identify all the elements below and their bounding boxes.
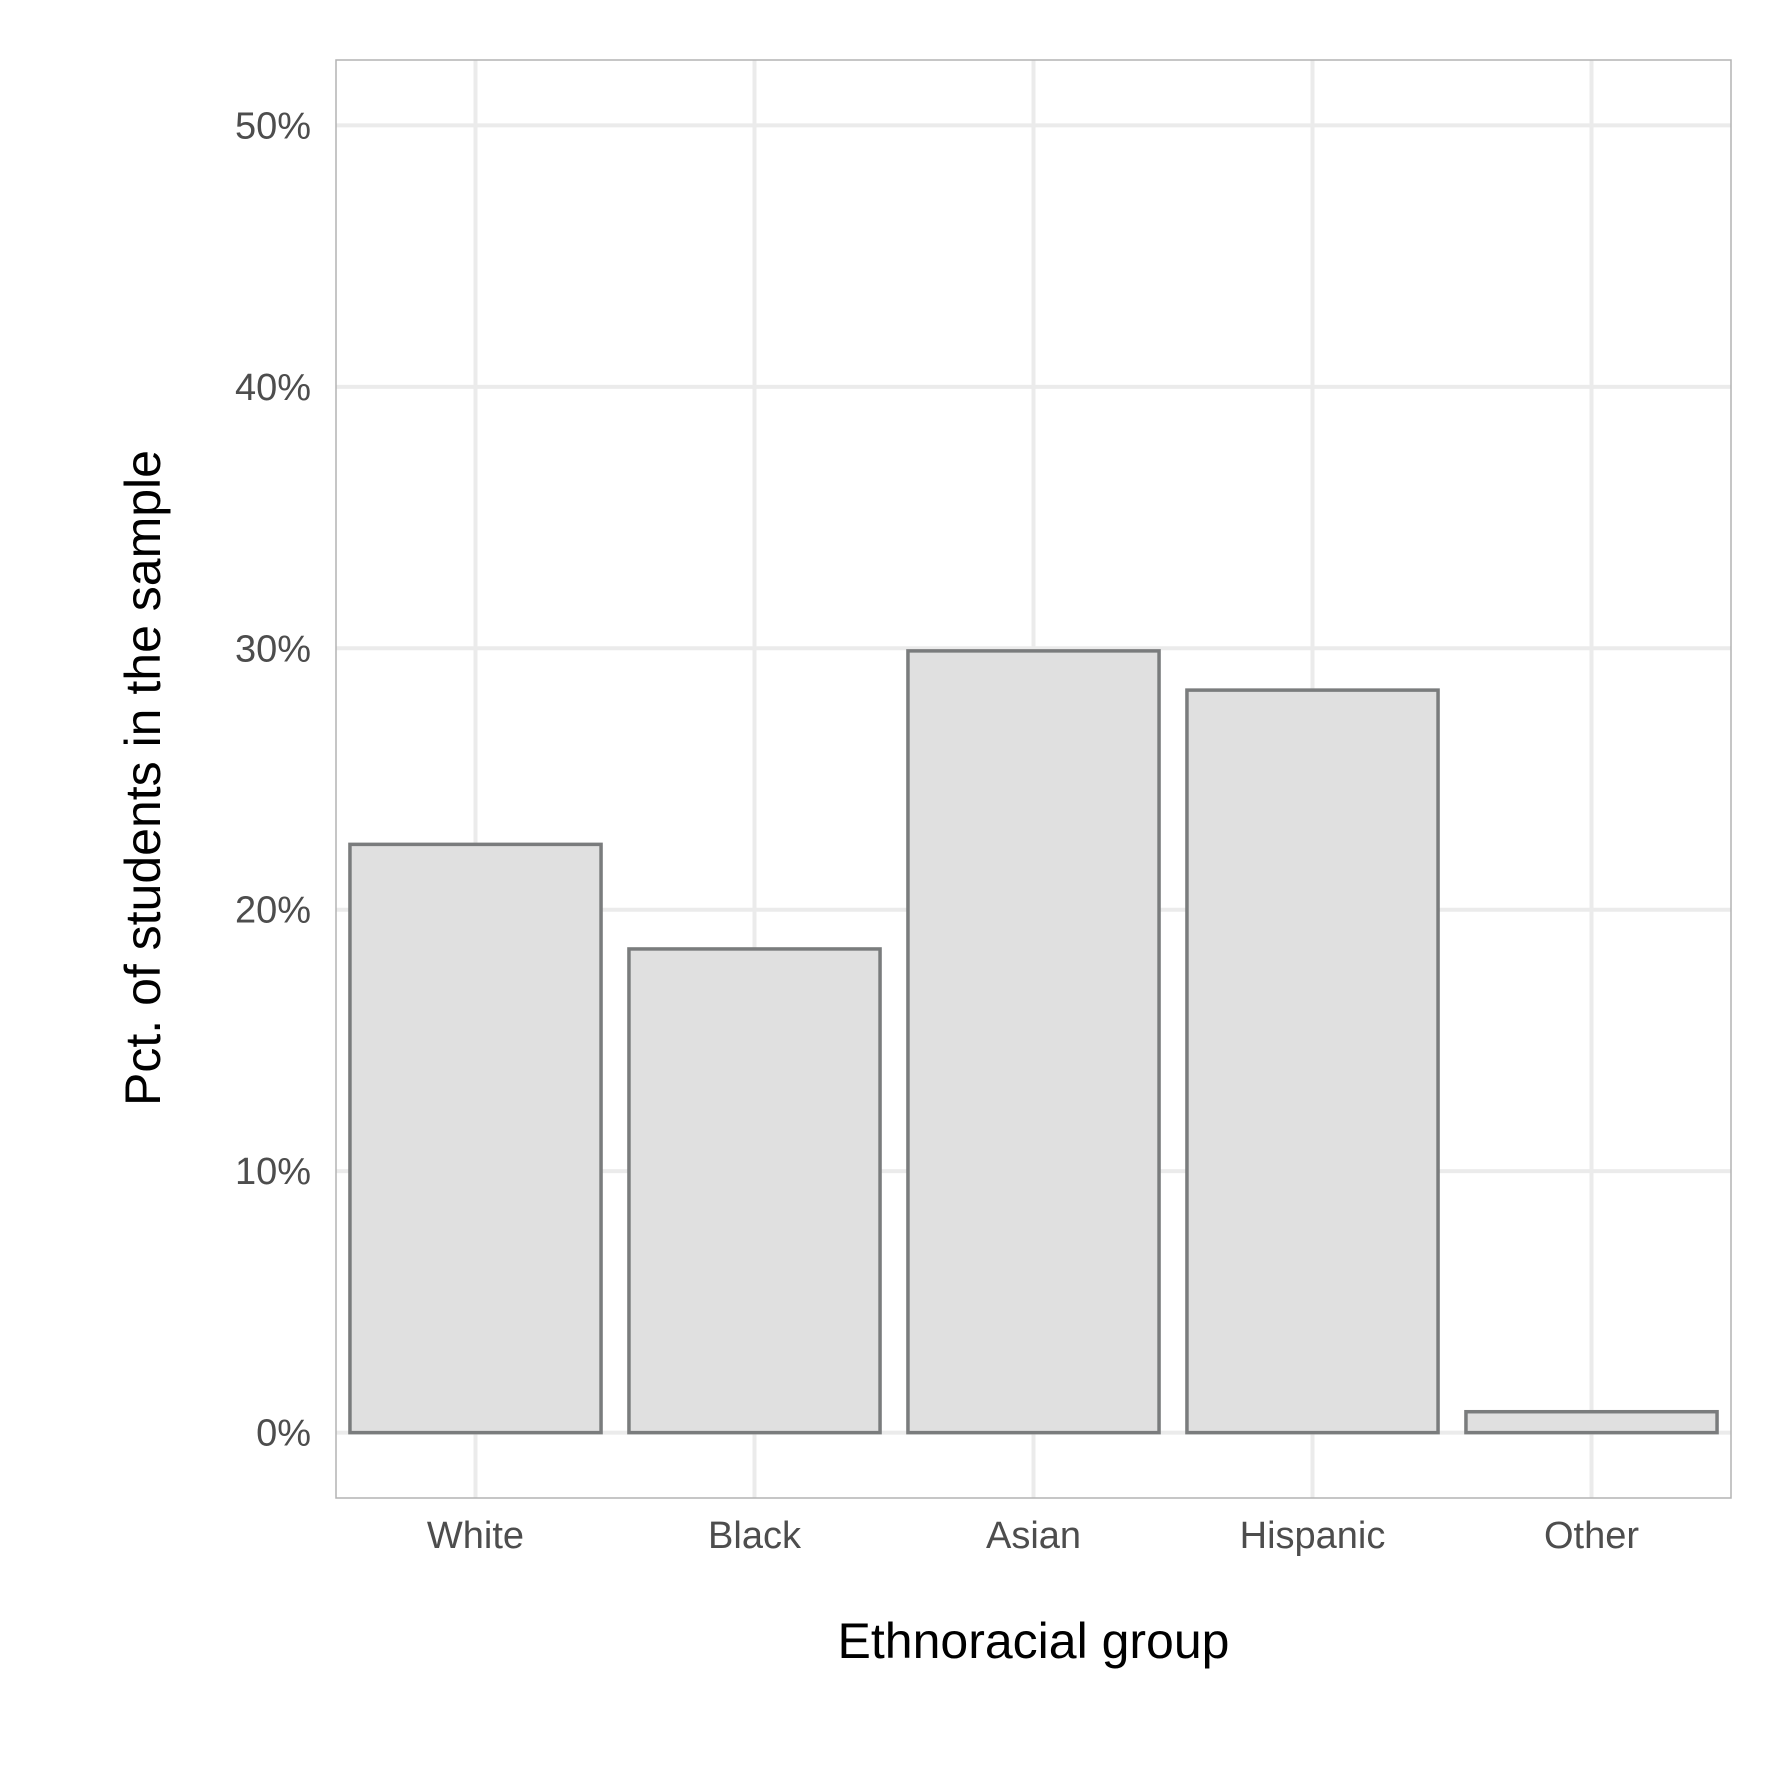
x-tick-label: White: [427, 1515, 524, 1557]
x-tick-label: Hispanic: [1240, 1515, 1386, 1557]
bar-layer: [348, 649, 1719, 1435]
x-tick-label: Asian: [986, 1515, 1081, 1557]
bar-black: [627, 947, 882, 1435]
x-tick-label: Other: [1544, 1515, 1639, 1557]
bar-hispanic: [1185, 688, 1440, 1435]
y-axis-title: Pct. of students in the sample: [115, 450, 171, 1106]
y-tick-label: 20%: [235, 890, 311, 932]
panel-border: [335, 59, 1732, 1499]
y-tick-label: 10%: [235, 1151, 311, 1193]
bar-white: [348, 842, 603, 1435]
y-tick-label: 50%: [235, 105, 311, 147]
y-tick-label: 40%: [235, 367, 311, 409]
y-tick-label: 30%: [235, 628, 311, 670]
bar-other: [1464, 1409, 1719, 1435]
x-axis-title: Ethnoracial group: [838, 1613, 1230, 1669]
x-tick-label: Black: [708, 1515, 802, 1557]
y-tick-labels: 0% 10% 20% 30% 40% 50%: [235, 105, 311, 1454]
bar-asian: [906, 649, 1161, 1435]
y-tick-label: 0%: [256, 1413, 311, 1455]
x-tick-labels: White Black Asian Hispanic Other: [427, 1515, 1639, 1557]
